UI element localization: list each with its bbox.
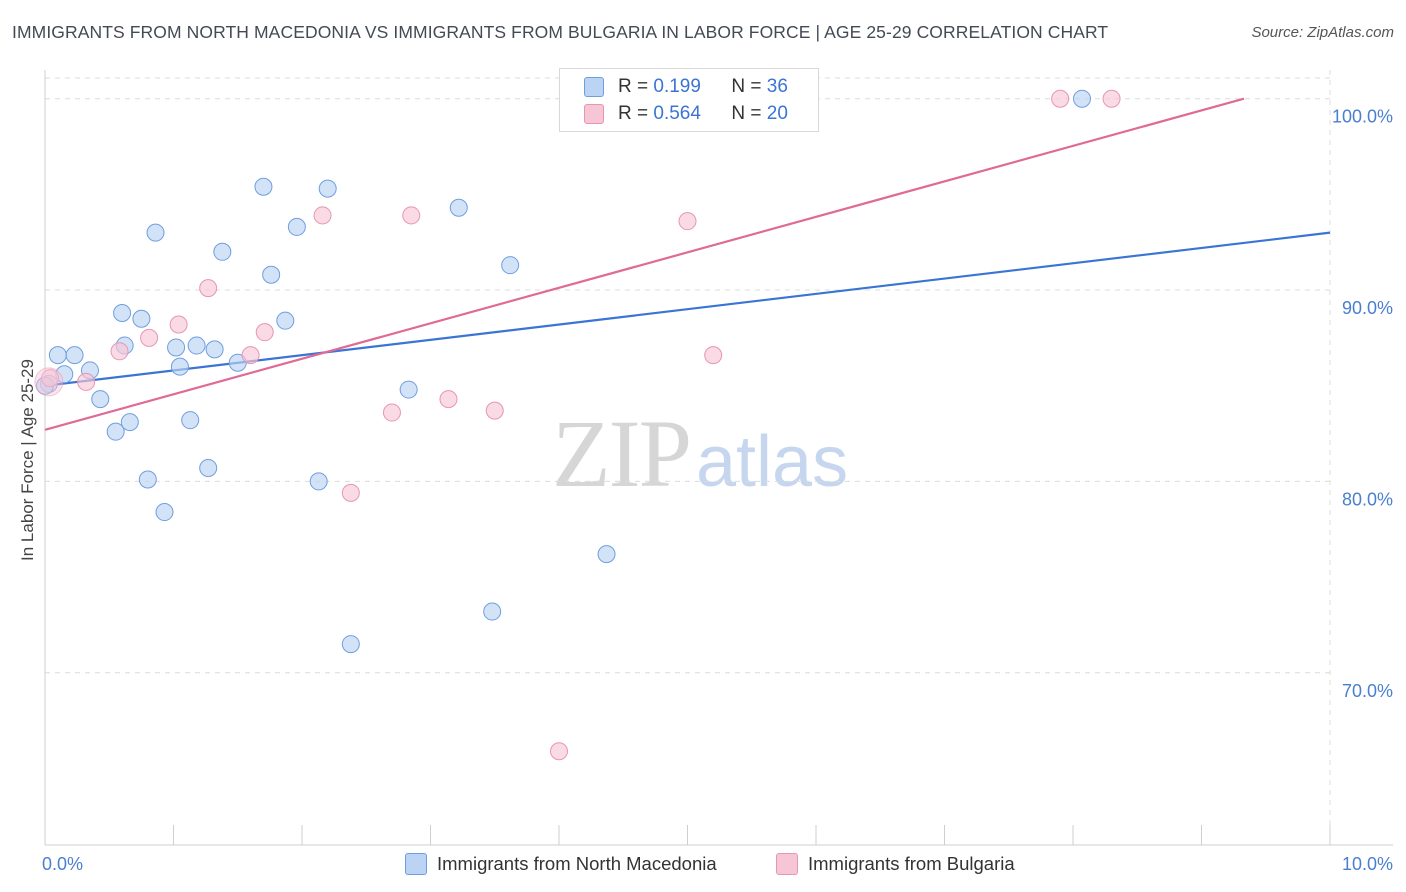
bulgaria-point <box>110 342 129 361</box>
north-macedonia-point <box>276 311 295 330</box>
chart-title: IMMIGRANTS FROM NORTH MACEDONIA VS IMMIG… <box>12 22 1109 42</box>
north-macedonia-point <box>91 390 110 409</box>
tick-labels: 70.0% 80.0% 90.0% 100.0% 0.0% 10.0% <box>42 107 1393 874</box>
source-label: Source: ZipAtlas.com <box>1251 24 1394 41</box>
legend-n-value: 20 <box>766 103 788 124</box>
watermark-zip: ZIP <box>552 400 692 507</box>
north-macedonia-point <box>309 472 328 491</box>
north-macedonia-point <box>65 346 84 365</box>
trendline-north-macedonia <box>44 231 1331 387</box>
bulgaria-point <box>140 328 159 347</box>
bottom-legend-bulgaria: Immigrants from Bulgaria <box>776 850 1015 878</box>
correlation-legend: R = 0.199 N = 36 R = 0.564 N = 20 <box>559 68 819 132</box>
north-macedonia-point <box>138 470 157 489</box>
watermark: ZIPatlas <box>552 398 848 509</box>
legend-r-label: R = <box>618 103 649 124</box>
bulgaria-point <box>1051 89 1070 108</box>
legend-swatch-blue <box>584 77 604 97</box>
bulgaria-point <box>485 401 504 420</box>
north-macedonia-point <box>501 256 520 275</box>
y-tick-label: 80.0% <box>1342 489 1393 509</box>
north-macedonia-point <box>1072 89 1091 108</box>
north-macedonia-point <box>187 336 206 355</box>
data-points <box>34 87 1121 761</box>
north-macedonia-point <box>399 380 418 399</box>
legend-n-value: 36 <box>766 76 788 97</box>
north-macedonia-point <box>287 217 306 236</box>
bulgaria-point <box>199 279 218 298</box>
north-macedonia-point <box>199 459 218 478</box>
bulgaria-point <box>402 206 421 225</box>
grid-lines <box>45 70 1331 845</box>
legend-n-label: N = <box>731 76 762 97</box>
north-macedonia-point <box>170 357 189 376</box>
trendline-bulgaria <box>44 97 1245 431</box>
north-macedonia-point <box>48 346 67 365</box>
north-macedonia-point <box>181 411 200 430</box>
bulgaria-point <box>313 206 332 225</box>
bulgaria-point <box>255 323 274 342</box>
north-macedonia-point <box>483 602 502 621</box>
legend-r-value: 0.564 <box>653 103 701 124</box>
cluster-point <box>34 367 64 397</box>
bulgaria-point <box>1102 89 1121 108</box>
north-macedonia-point <box>146 223 165 242</box>
north-macedonia-point <box>597 545 616 564</box>
trendlines <box>44 97 1331 431</box>
north-macedonia-point <box>120 413 139 432</box>
north-macedonia-point <box>254 177 273 196</box>
y-axis-label: In Labor Force | Age 25-29 <box>18 359 37 561</box>
legend-r-label: R = <box>618 76 649 97</box>
bottom-legend-swatch-pink <box>776 853 798 875</box>
bulgaria-point <box>678 212 697 231</box>
bottom-legend-label: Immigrants from Bulgaria <box>808 853 1015 874</box>
legend-r-value: 0.199 <box>653 76 701 97</box>
legend-n-label: N = <box>731 103 762 124</box>
x-tick-label: 10.0% <box>1342 854 1393 874</box>
bottom-legend-label: Immigrants from North Macedonia <box>437 853 717 874</box>
watermark-atlas: atlas <box>696 422 849 502</box>
legend-row-bulgaria: R = 0.564 N = 20 <box>584 101 788 127</box>
north-macedonia-point <box>132 309 151 328</box>
x-tick-label: 0.0% <box>42 854 83 874</box>
bulgaria-point <box>439 390 458 409</box>
north-macedonia-point <box>106 422 125 441</box>
bulgaria-point <box>382 403 401 422</box>
north-macedonia-point <box>318 179 337 198</box>
north-macedonia-point <box>167 338 186 357</box>
north-macedonia-point <box>449 198 468 217</box>
bulgaria-point <box>241 346 260 365</box>
legend-row-north-macedonia: R = 0.199 N = 36 <box>584 74 788 100</box>
bulgaria-point <box>77 372 96 391</box>
bulgaria-point <box>41 369 60 388</box>
axes <box>44 70 1393 846</box>
y-tick-label: 90.0% <box>1342 298 1393 318</box>
bulgaria-point <box>550 742 568 761</box>
north-macedonia-point <box>213 242 232 261</box>
bottom-legend-swatch-blue <box>405 853 427 875</box>
north-macedonia-point <box>205 340 224 359</box>
north-macedonia-point <box>113 304 132 323</box>
north-macedonia-point <box>155 503 174 522</box>
bulgaria-point <box>704 346 723 365</box>
y-tick-label: 70.0% <box>1342 681 1393 701</box>
bulgaria-point <box>169 315 188 334</box>
north-macedonia-point <box>341 635 360 654</box>
legend-swatch-pink <box>584 104 604 124</box>
north-macedonia-point <box>262 265 281 284</box>
bottom-legend-north-macedonia: Immigrants from North Macedonia <box>405 850 717 878</box>
bulgaria-point <box>341 483 360 502</box>
y-tick-label: 100.0% <box>1332 107 1393 127</box>
